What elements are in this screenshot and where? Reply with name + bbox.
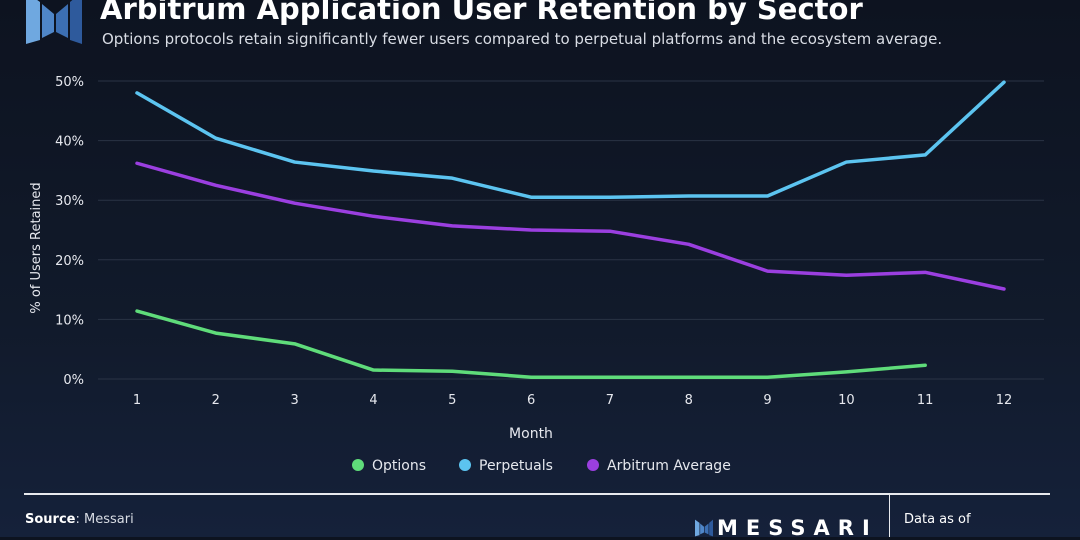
messari-mark-icon	[695, 519, 713, 537]
brand-wordmark: MESSARI	[695, 516, 878, 540]
footer-divider	[24, 493, 1050, 495]
x-tick-label: 1	[133, 393, 141, 408]
legend-label: Arbitrum Average	[607, 458, 731, 474]
y-tick-label: 30%	[55, 194, 84, 209]
brand-text: MESSARI	[717, 516, 878, 540]
messari-logo-icon	[26, 0, 82, 44]
x-tick-label: 4	[369, 393, 377, 408]
y-axis-title: % of Users Retained	[29, 182, 44, 313]
x-tick-label: 12	[996, 393, 1013, 408]
series-line-perpetuals	[135, 80, 1006, 199]
page-subtitle: Options protocols retain significantly f…	[102, 30, 943, 48]
x-tick-label: 10	[838, 393, 855, 408]
source-note: Source: Messari	[25, 512, 134, 527]
series-line-arbitrum-average	[135, 161, 1006, 291]
legend-label: Options	[372, 458, 426, 474]
legend-swatch	[587, 459, 599, 471]
footer-separator	[889, 495, 890, 537]
source-value: : Messari	[75, 512, 134, 527]
y-tick-label: 40%	[55, 135, 84, 150]
legend-swatch	[459, 459, 471, 471]
source-label: Source	[25, 512, 76, 527]
y-tick-label: 50%	[55, 75, 84, 90]
legend-label: Perpetuals	[479, 458, 553, 474]
x-tick-label: 2	[212, 393, 220, 408]
data-as-of: Data as of	[904, 512, 971, 527]
y-tick-label: 20%	[55, 254, 84, 269]
y-tick-label: 10%	[55, 313, 84, 328]
x-tick-label: 9	[763, 393, 771, 408]
x-axis-title: Month	[509, 426, 553, 442]
x-tick-label: 3	[290, 393, 298, 408]
x-tick-label: 5	[448, 393, 456, 408]
x-tick-label: 7	[606, 393, 614, 408]
legend-swatch	[352, 459, 364, 471]
x-tick-label: 6	[527, 393, 535, 408]
x-tick-label: 8	[685, 393, 693, 408]
series-line-options	[135, 309, 927, 379]
page-title: Arbitrum Application User Retention by S…	[100, 0, 863, 26]
y-tick-label: 0%	[63, 373, 84, 388]
x-tick-label: 11	[917, 393, 934, 408]
